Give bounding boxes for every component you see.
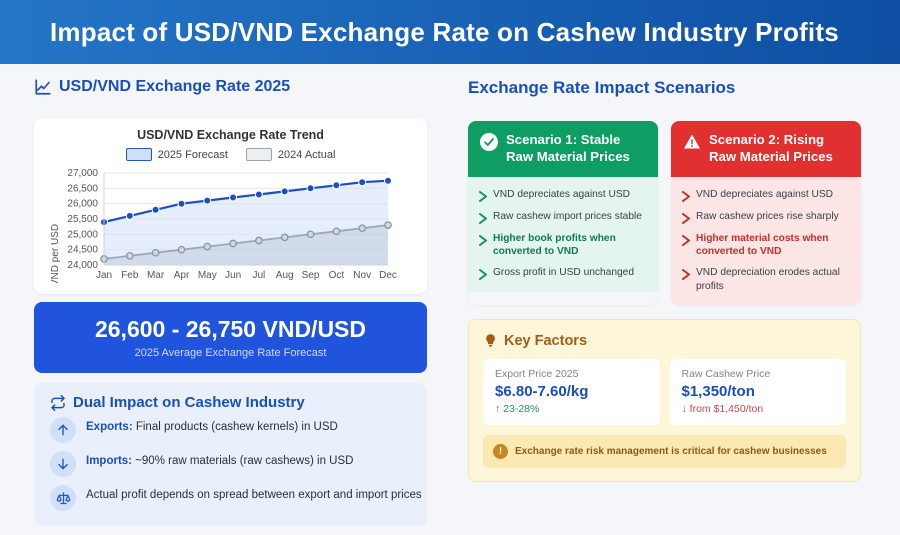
- svg-text:VND per USD: VND per USD: [50, 224, 61, 283]
- svg-text:27,000: 27,000: [67, 168, 98, 179]
- svg-text:Jan: Jan: [96, 270, 112, 281]
- svg-text:Aug: Aug: [276, 270, 294, 281]
- svg-text:Jun: Jun: [225, 270, 241, 281]
- svg-text:Mar: Mar: [147, 270, 165, 281]
- svg-text:Apr: Apr: [174, 270, 190, 281]
- svg-text:24,000: 24,000: [67, 260, 98, 271]
- svg-text:Oct: Oct: [329, 270, 345, 281]
- svg-text:25,000: 25,000: [67, 229, 98, 240]
- svg-text:Nov: Nov: [353, 270, 371, 281]
- svg-text:25,500: 25,500: [67, 214, 98, 225]
- svg-text:Sep: Sep: [302, 270, 320, 281]
- svg-text:26,500: 26,500: [67, 183, 98, 194]
- svg-text:Dec: Dec: [379, 270, 397, 281]
- svg-text:24,500: 24,500: [67, 245, 98, 256]
- svg-text:Jul: Jul: [253, 270, 266, 281]
- svg-text:May: May: [198, 270, 217, 281]
- svg-text:Feb: Feb: [121, 270, 139, 281]
- svg-text:26,000: 26,000: [67, 199, 98, 210]
